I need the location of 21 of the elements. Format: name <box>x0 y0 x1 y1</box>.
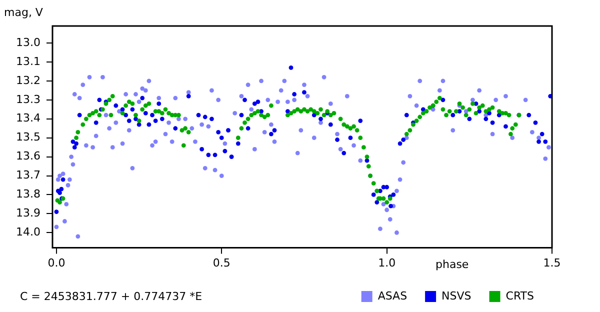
x-tick-label: 0.5 <box>212 256 230 270</box>
y-tick-label: 13.2 <box>16 74 40 87</box>
y-tick-label: 13.1 <box>16 54 40 68</box>
y-tick-label: 13.9 <box>16 206 40 220</box>
y-tick-label: 13.6 <box>16 150 40 163</box>
x-tick-label: 0.0 <box>48 256 66 270</box>
y-axis-title: mag, V <box>4 6 44 19</box>
y-tick-label: 13.0 <box>16 36 40 49</box>
legend-label: CRTS <box>506 289 534 302</box>
legend-label: ASAS <box>378 289 408 302</box>
y-tick-label: 14.0 <box>16 225 40 238</box>
text: C = 2453831.777 + 0.774737 *E <box>20 290 202 303</box>
y-tick-label: 13.8 <box>16 188 40 201</box>
x-axis-title: phase <box>435 258 469 271</box>
y-tick-label: 13.4 <box>16 112 40 125</box>
x-tick-label: 1.5 <box>543 256 561 270</box>
y-tick-label: 13.3 <box>16 92 40 106</box>
y-tick-label: 13.5 <box>16 130 40 144</box>
x-tick-label: 1.0 <box>378 256 396 270</box>
legend-label: NSVS <box>442 289 472 302</box>
y-tick-label: 13.7 <box>16 168 40 182</box>
